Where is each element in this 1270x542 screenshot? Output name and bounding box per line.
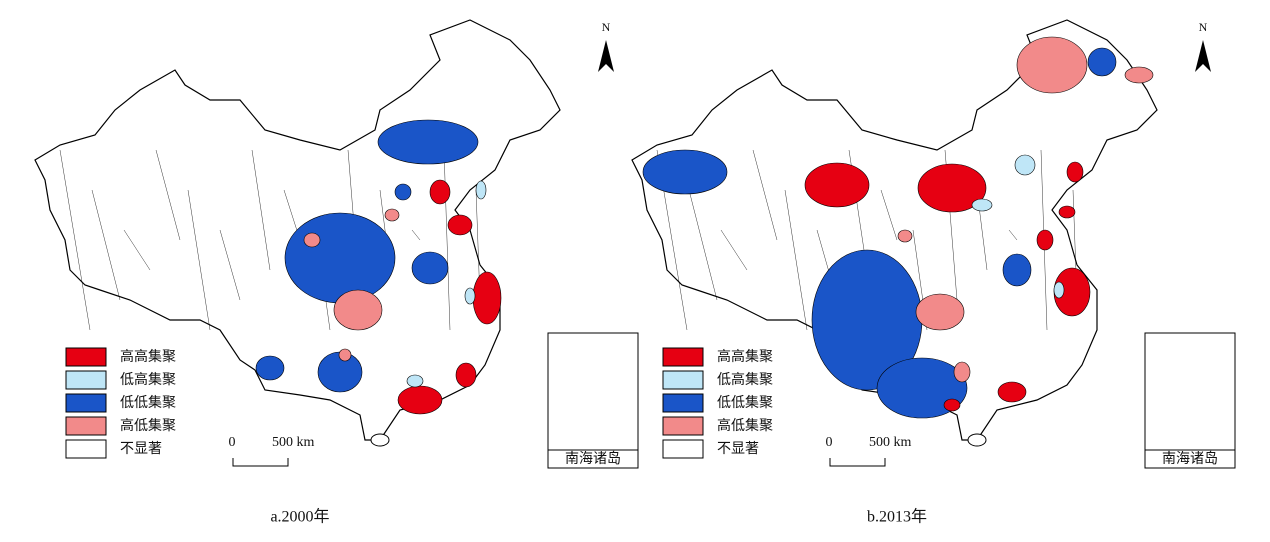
cluster-region (303, 232, 321, 248)
cluster-region (338, 348, 352, 362)
legend-swatch (662, 393, 704, 413)
legend-swatch (65, 370, 107, 390)
legend-label: 不显著 (120, 441, 162, 457)
legend-label: 低低集聚 (120, 394, 176, 411)
cluster-region (464, 287, 476, 305)
legend-swatch (65, 416, 107, 436)
cluster-region (255, 355, 285, 381)
cluster-region (429, 179, 451, 205)
cluster-region (1053, 281, 1065, 299)
inset-label: 南海诸岛 (565, 451, 621, 467)
cluster-region (897, 229, 913, 243)
cluster-region (997, 381, 1027, 403)
island (967, 433, 987, 447)
cluster-region (333, 289, 383, 331)
legend-swatch (662, 439, 704, 459)
legend-swatch (65, 347, 107, 367)
scale-zero: 0 (826, 435, 833, 450)
cluster-region (1036, 229, 1054, 251)
legend-label: 不显著 (717, 441, 759, 457)
legend-label: 高低集聚 (120, 417, 176, 434)
cluster-region (284, 212, 396, 304)
legend-label: 低高集聚 (717, 371, 773, 388)
legend-label: 高高集聚 (717, 348, 773, 365)
cluster-region (384, 208, 400, 222)
region-boundary (123, 229, 151, 271)
cluster-region (1066, 161, 1084, 183)
north-arrow (1195, 40, 1211, 72)
scale-label: 500 km (272, 435, 315, 450)
legend-swatch (662, 416, 704, 436)
north-label: N (602, 20, 611, 34)
cluster-region (953, 361, 971, 383)
cluster-region (804, 162, 870, 208)
panel-caption: a.2000年 (270, 508, 329, 526)
cluster-region (455, 362, 477, 388)
region-boundary (155, 149, 181, 241)
cluster-region (1002, 253, 1032, 287)
country-outline (631, 19, 1158, 441)
legend-swatch (662, 370, 704, 390)
cluster-region (447, 214, 473, 236)
region-boundary (251, 149, 271, 271)
cluster-region (1016, 36, 1088, 94)
cluster-region (1058, 205, 1076, 219)
legend-swatch (65, 439, 107, 459)
inset-frame (1144, 332, 1236, 469)
north-label: N (1199, 20, 1208, 34)
legend-label: 低高集聚 (120, 371, 176, 388)
region-boundary (59, 149, 91, 331)
scale-label: 500 km (869, 435, 912, 450)
scale-bar (232, 458, 289, 467)
cluster-region (1014, 154, 1036, 176)
north-arrow (598, 40, 614, 72)
inset-label: 南海诸岛 (1162, 451, 1218, 467)
cluster-region (411, 251, 449, 285)
cluster-region (394, 183, 412, 201)
cluster-region (406, 374, 424, 388)
cluster-region (971, 198, 993, 212)
legend-label: 高高集聚 (120, 348, 176, 365)
inset-frame (547, 332, 639, 469)
region-boundary (752, 149, 778, 241)
region-boundary (411, 229, 421, 241)
region-boundary (91, 189, 121, 301)
region-boundary (443, 149, 451, 331)
island (370, 433, 390, 447)
legend-label: 高低集聚 (717, 417, 773, 434)
scale-zero: 0 (229, 435, 236, 450)
region-boundary (219, 229, 241, 301)
cluster-region (943, 398, 961, 412)
scale-bar (829, 458, 886, 467)
legend-swatch (65, 393, 107, 413)
cluster-region (475, 180, 487, 200)
cluster-region (397, 385, 443, 415)
region-boundary (187, 189, 211, 331)
cluster-region (1087, 47, 1117, 77)
cluster-region (915, 293, 965, 331)
region-boundary (720, 229, 748, 271)
cluster-region (1124, 66, 1154, 84)
cluster-region (642, 149, 728, 195)
legend-swatch (662, 347, 704, 367)
legend-label: 低低集聚 (717, 394, 773, 411)
cluster-region (377, 119, 479, 165)
region-boundary (688, 189, 718, 301)
region-boundary (880, 189, 898, 241)
cluster-region (917, 163, 987, 213)
panel-caption: b.2013年 (867, 508, 927, 526)
region-boundary (1008, 229, 1018, 241)
region-boundary (784, 189, 808, 331)
cluster-region (472, 271, 502, 325)
